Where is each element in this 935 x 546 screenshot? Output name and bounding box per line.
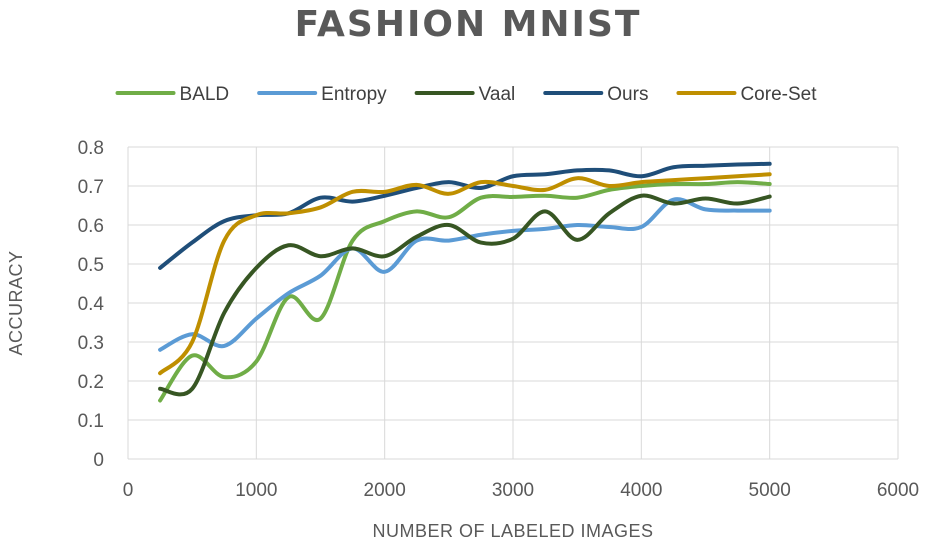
y-tick-label: 0.4	[78, 294, 105, 315]
legend-label-ours: Ours	[607, 84, 648, 105]
y-tick-label: 0.1	[78, 411, 104, 432]
plot-area	[158, 161, 772, 403]
series-line-vaal	[158, 193, 772, 397]
y-axis-label: ACCURACY	[6, 250, 26, 355]
legend-label-core-set: Core-Set	[740, 84, 817, 105]
legend-label-vaal: Vaal	[479, 84, 516, 105]
legend-item-entropy: Entropy	[257, 84, 387, 105]
y-tick-label: 0.5	[78, 255, 104, 276]
series-line-bald	[158, 180, 772, 403]
y-tick-label: 0.3	[78, 333, 104, 354]
x-tick-label: 2000	[364, 480, 406, 501]
series-line-core-set	[158, 172, 772, 376]
legend-label-bald: BALD	[180, 84, 230, 105]
legend-item-core-set: Core-Set	[676, 84, 817, 105]
x-tick-label: 0	[123, 480, 134, 501]
x-tick-label: 3000	[492, 480, 534, 501]
y-tick-label: 0	[93, 450, 104, 471]
y-tick-label: 0.7	[78, 177, 104, 198]
chart-title: FASHION MNIST	[295, 4, 642, 45]
y-tick-label: 0.6	[78, 216, 104, 237]
x-tick-label: 5000	[749, 480, 791, 501]
gridlines	[127, 146, 899, 460]
legend: BALD Entropy Vaal Ours Core-Set	[115, 84, 817, 105]
y-tick-label: 0.2	[78, 372, 104, 393]
x-tick-label: 4000	[620, 480, 662, 501]
tick-labels: 0 0.1 0.2 0.3 0.4 0.5 0.6 0.7 0.8 0 1000 2000 3000 40…	[78, 138, 920, 501]
x-tick-label: 1000	[235, 480, 277, 501]
x-tick-label: 6000	[877, 480, 919, 501]
legend-item-ours: Ours	[543, 84, 648, 105]
legend-item-bald: BALD	[115, 84, 230, 105]
legend-label-entropy: Entropy	[321, 84, 387, 105]
legend-item-vaal: Vaal	[414, 84, 516, 105]
y-tick-label: 0.8	[78, 138, 104, 159]
series-line-entropy	[158, 197, 772, 352]
x-axis-label: NUMBER OF LABELED IMAGES	[372, 521, 653, 541]
